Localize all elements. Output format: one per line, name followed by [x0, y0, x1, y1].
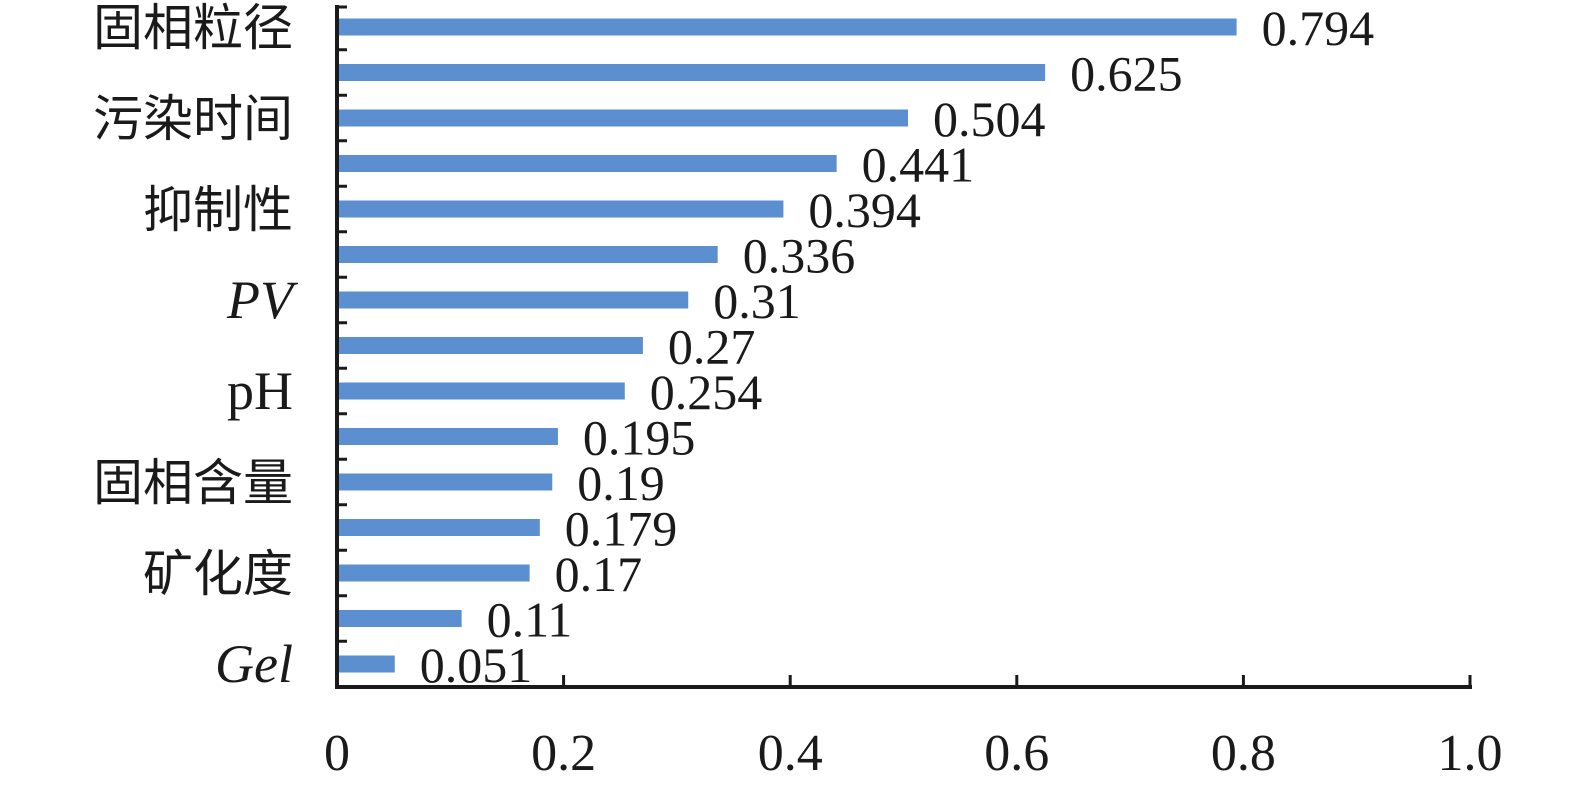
x-tick-label-3: 0.6	[984, 725, 1049, 782]
value-label-9: 0.195	[583, 410, 696, 466]
x-tick-label-1: 0.2	[531, 725, 596, 782]
bar-10	[337, 473, 553, 491]
bar-14	[337, 655, 395, 673]
bar-4	[337, 200, 784, 218]
x-ticks-layer: 0 0.2 0.4 0.6 0.8 1.0	[324, 675, 1503, 782]
value-label-6: 0.31	[713, 273, 801, 329]
category-label-0: 固相粒径	[93, 0, 293, 57]
category-label-14: Gel	[215, 634, 293, 694]
bar-5	[337, 246, 718, 263]
bar-13	[337, 610, 462, 627]
bar-8	[337, 382, 625, 400]
x-tick-label-0: 0	[324, 725, 350, 782]
value-label-11: 0.179	[565, 501, 678, 557]
bar-7	[337, 337, 643, 354]
bar-6	[337, 291, 689, 309]
x-tick-label-2: 0.4	[758, 725, 823, 782]
value-label-1: 0.625	[1070, 46, 1183, 102]
bar-1	[337, 64, 1046, 81]
category-label-4: 抑制性	[143, 181, 293, 239]
value-label-2: 0.504	[933, 91, 1046, 147]
value-label-4: 0.394	[808, 182, 921, 238]
category-label-10: 固相含量	[93, 454, 293, 512]
bar-9	[337, 428, 558, 445]
value-label-8: 0.254	[650, 364, 763, 420]
category-label-6: PV	[226, 270, 299, 330]
value-label-10: 0.19	[577, 455, 665, 511]
value-labels-layer: 0.7940.6250.5040.4410.3940.3360.310.270.…	[420, 0, 1374, 693]
bar-2	[337, 109, 909, 127]
category-label-12: 矿化度	[143, 545, 293, 603]
bar-3	[337, 155, 837, 172]
category-label-8: pH	[227, 361, 293, 421]
bars-layer	[337, 18, 1237, 673]
category-label-2: 污染时间	[93, 90, 293, 148]
value-label-14: 0.051	[420, 637, 532, 693]
bar-11	[337, 519, 540, 536]
bar-0	[337, 18, 1237, 36]
x-tick-label-4: 0.8	[1211, 725, 1276, 782]
value-label-5: 0.336	[743, 228, 856, 284]
value-label-13: 0.11	[487, 592, 573, 648]
value-label-3: 0.441	[862, 137, 975, 193]
bar-12	[337, 564, 530, 582]
value-label-12: 0.17	[555, 546, 643, 602]
x-tick-label-5: 1.0	[1438, 725, 1503, 782]
value-label-0: 0.794	[1262, 0, 1375, 56]
value-label-7: 0.27	[668, 319, 756, 375]
axes-layer	[335, 5, 1472, 689]
